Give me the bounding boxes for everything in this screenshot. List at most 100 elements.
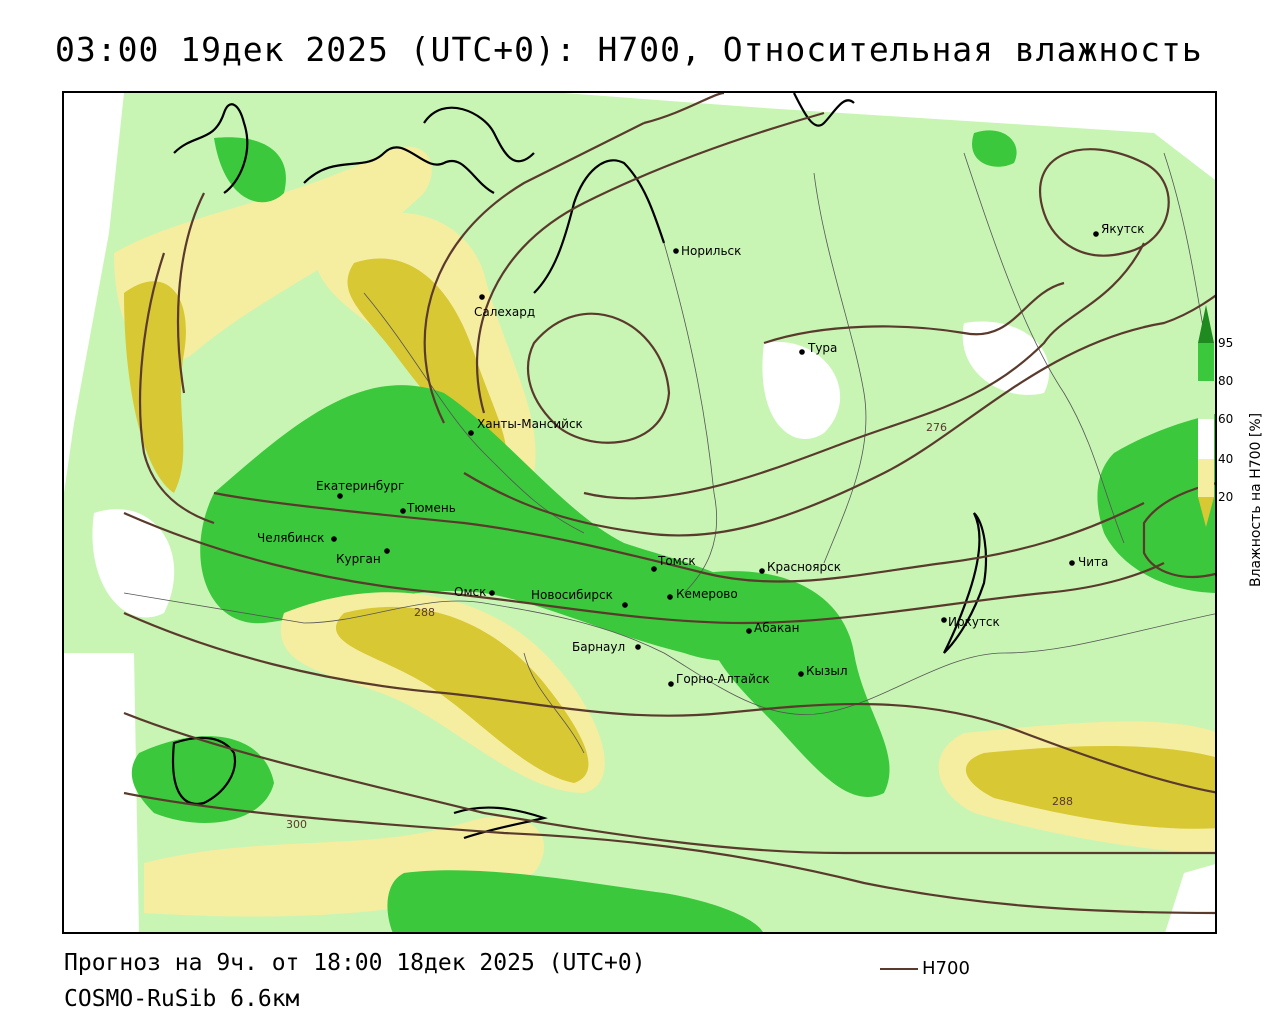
map-title: 03:00 19дек 2025 (UTC+0): H700, Относите… — [55, 30, 1203, 69]
colorbar: 95 80 60 40 20 Влажность на H700 [%] — [1198, 305, 1278, 605]
contour — [123, 711, 1215, 855]
colorbar-title: Влажность на H700 [%] — [1248, 413, 1264, 587]
colorbar-segment — [1198, 381, 1214, 419]
contour — [475, 111, 825, 414]
city-marker[interactable]: Чита — [1069, 555, 1108, 569]
contour — [138, 252, 215, 525]
colorbar-segment — [1198, 343, 1214, 381]
region-border — [813, 172, 867, 564]
coastline — [303, 146, 495, 194]
city-marker[interactable]: Новосибирск — [531, 588, 628, 608]
contour — [1038, 148, 1170, 257]
city-marker[interactable]: Иркутск — [941, 615, 1000, 629]
map-area[interactable]: 276 288 288 300 Норильск Якутск Салехард… — [62, 91, 1217, 934]
city-label: Омск — [454, 585, 486, 599]
colorbar-segment — [1198, 419, 1214, 459]
city-marker[interactable]: Кызыл — [798, 664, 848, 678]
dry-band-dark — [124, 281, 186, 493]
city-marker[interactable]: Барнаул — [572, 640, 641, 654]
city-marker[interactable]: Томск — [651, 554, 696, 572]
contour-label: 300 — [286, 818, 307, 831]
colorbar-tick: 40 — [1218, 452, 1233, 466]
contour-label: 288 — [1052, 795, 1073, 808]
colorbar-top-arrow — [1198, 305, 1214, 343]
dry-patch — [92, 509, 175, 618]
city-label: Новосибирск — [531, 588, 613, 602]
city-marker[interactable]: Кемерово — [667, 587, 738, 601]
city-marker[interactable]: Челябинск — [257, 531, 337, 545]
contour-288 — [123, 611, 1215, 794]
forecast-note: Прогноз на 9ч. от 18:00 18дек 2025 (UTC+… — [64, 950, 646, 976]
wet-patch — [214, 137, 286, 203]
legend-line-swatch — [880, 967, 918, 970]
contour-label: 276 — [926, 421, 947, 434]
dry-patch — [762, 341, 841, 439]
city-marker[interactable]: Якутск — [1093, 222, 1145, 237]
city-label: Якутск — [1101, 222, 1145, 236]
city-label: Кемерово — [676, 587, 738, 601]
city-marker[interactable]: Салехард — [474, 294, 535, 319]
outside-domain-nw — [64, 93, 124, 493]
city-label: Иркутск — [948, 615, 1000, 629]
city-label: Тура — [807, 341, 837, 355]
city-marker[interactable]: Ханты-Мансийск — [468, 417, 583, 436]
humidity-map: 276 288 288 300 Норильск Якутск Салехард… — [64, 93, 1215, 932]
city-marker[interactable]: Курган — [336, 548, 390, 566]
wet-patch — [972, 130, 1017, 167]
lake-balkhash — [453, 806, 548, 840]
contour-288 — [123, 511, 1165, 625]
colorbar-segment — [1198, 459, 1214, 497]
city-marker[interactable]: Екатеринбург — [316, 479, 404, 499]
coastline — [423, 106, 535, 163]
colorbar-tick: 60 — [1218, 412, 1233, 426]
coastline — [173, 103, 249, 194]
city-marker[interactable]: Красноярск — [759, 560, 841, 574]
region-border — [963, 152, 1125, 544]
aral-sea — [171, 736, 237, 805]
model-name: COSMO-RuSib 6.6км — [64, 986, 300, 1012]
outside-domain-se — [1165, 864, 1215, 932]
city-label: Салехард — [474, 305, 535, 319]
city-marker[interactable]: Тура — [799, 341, 837, 355]
city-label: Абакан — [754, 621, 799, 635]
region-border — [1163, 152, 1205, 334]
city-marker[interactable]: Тюмень — [400, 501, 456, 515]
wet-patch — [131, 736, 274, 823]
city-label: Барнаул — [572, 640, 625, 654]
city-label: Екатеринбург — [316, 479, 404, 493]
colorbar-tick: 20 — [1218, 490, 1233, 504]
contour-label: 288 — [414, 606, 435, 619]
coastline — [533, 159, 666, 294]
city-marker[interactable]: Абакан — [746, 621, 799, 635]
lake-baikal — [943, 512, 988, 654]
city-label: Чита — [1078, 555, 1108, 569]
wet-patch-east — [1097, 413, 1215, 593]
country-border — [123, 592, 1215, 715]
wet-band-dark — [200, 385, 770, 661]
city-label: Кызыл — [806, 664, 848, 678]
city-marker[interactable]: Норильск — [673, 244, 741, 258]
outside-domain-sw — [64, 653, 139, 932]
city-label: Норильск — [681, 244, 741, 258]
city-label: Ханты-Мансийск — [477, 417, 583, 431]
dry-patch — [962, 321, 1050, 395]
coastline — [793, 93, 855, 127]
legend-line-label: H700 — [922, 958, 970, 979]
dry-band-light — [114, 146, 432, 363]
city-label: Томск — [657, 554, 696, 568]
city-marker[interactable]: Горно-Алтайск — [668, 672, 770, 687]
region-border — [523, 652, 585, 754]
city-label: Курган — [336, 552, 381, 566]
contour-300 — [123, 791, 1215, 915]
contour — [176, 192, 205, 394]
city-label: Красноярск — [767, 560, 841, 574]
colorbar-graphic: 95 80 60 40 20 Влажность на H700 [%] — [1198, 305, 1264, 587]
region-border — [663, 242, 718, 594]
contour — [643, 93, 725, 125]
city-label: Челябинск — [257, 531, 324, 545]
wet-band-dark — [699, 571, 890, 797]
contour — [213, 491, 1145, 583]
dry-band-east-dark — [965, 746, 1215, 829]
city-marker[interactable]: Омск — [454, 585, 495, 599]
contour-264 — [526, 312, 671, 444]
